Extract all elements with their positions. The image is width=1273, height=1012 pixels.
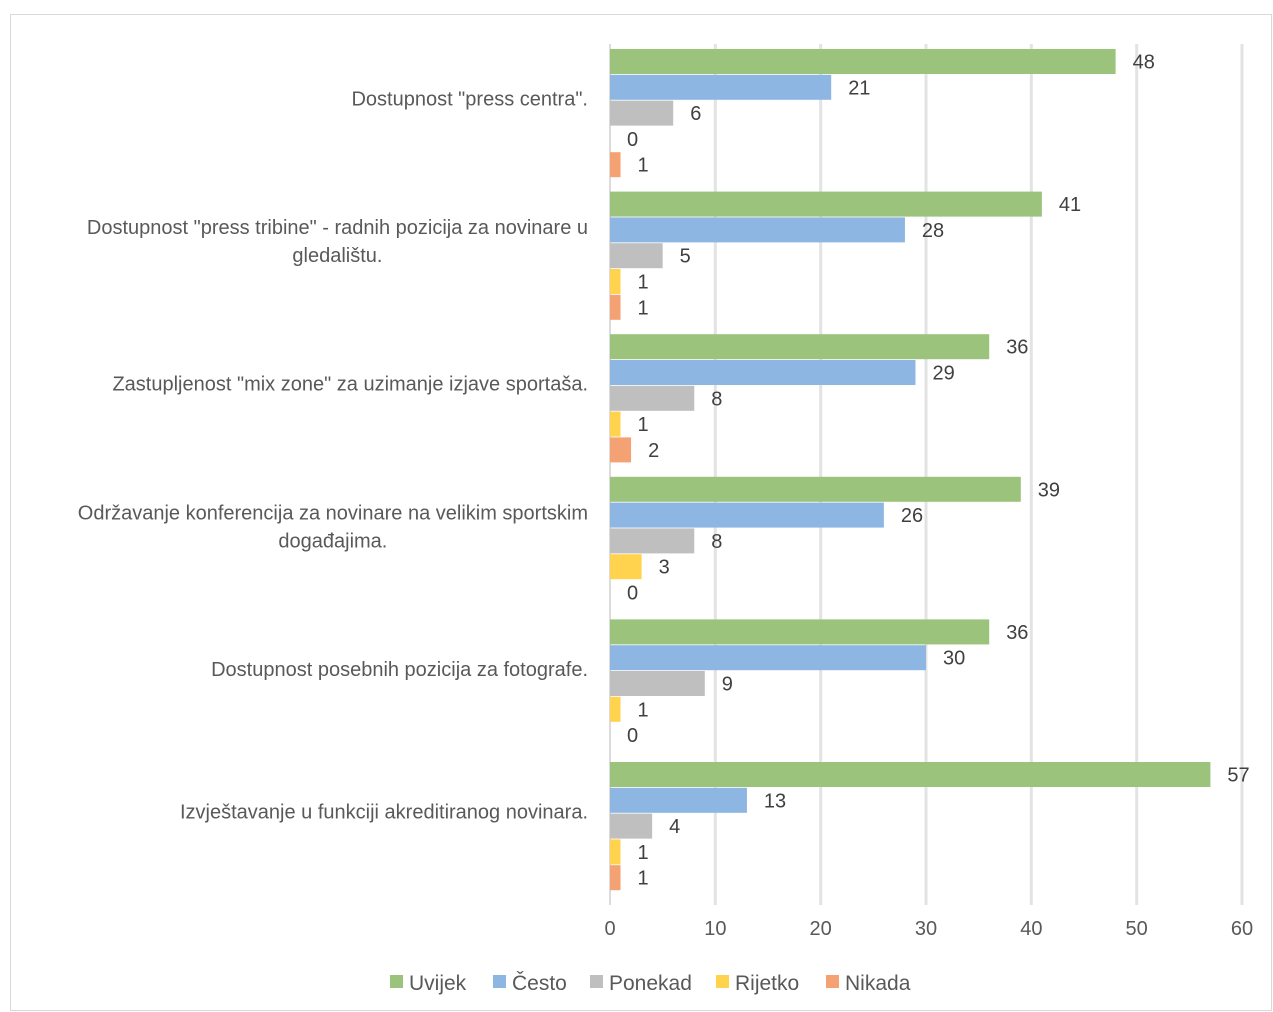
- data-label: 28: [922, 220, 944, 242]
- category-label: Izvještavanje u funkciji akreditiranog n…: [180, 802, 588, 824]
- x-tick-label: 40: [1020, 918, 1042, 940]
- data-label: 36: [1006, 622, 1028, 644]
- bar: [610, 787, 747, 813]
- data-label: 30: [943, 648, 965, 670]
- legend-swatch: [390, 975, 403, 988]
- data-label: 29: [932, 363, 954, 385]
- data-label: 0: [627, 725, 638, 747]
- bar: [610, 152, 621, 178]
- bar: [610, 334, 990, 360]
- bar: [610, 619, 990, 645]
- bar: [610, 74, 832, 100]
- x-tick-label: 20: [810, 918, 832, 940]
- data-label: 0: [627, 583, 638, 605]
- category-label: gledalištu.: [292, 245, 382, 267]
- data-label: 1: [638, 414, 649, 436]
- bar: [610, 762, 1211, 787]
- data-label: 9: [722, 674, 733, 696]
- bar: [610, 437, 632, 463]
- legend-swatch: [716, 975, 729, 988]
- data-label: 1: [638, 272, 649, 294]
- x-tick-label: 60: [1231, 918, 1253, 940]
- bar: [610, 49, 1116, 74]
- legend-label: Nikada: [845, 972, 911, 995]
- bar: [610, 360, 916, 385]
- data-label: 8: [711, 388, 722, 410]
- x-tick-label: 10: [704, 918, 726, 940]
- bar: [610, 865, 621, 891]
- legend-swatch: [826, 975, 839, 988]
- data-label: 0: [627, 129, 638, 151]
- data-label: 1: [638, 699, 649, 721]
- legend-label: Rijetko: [735, 972, 799, 995]
- bar: [610, 100, 674, 126]
- bar: [610, 269, 621, 294]
- data-label: 1: [638, 297, 649, 319]
- data-label: 8: [711, 531, 722, 553]
- data-label: 21: [848, 77, 870, 99]
- category-label: Dostupnost posebnih pozicija za fotograf…: [211, 659, 588, 681]
- bar: [610, 671, 705, 696]
- data-label: 1: [638, 868, 649, 890]
- legend-swatch: [493, 975, 506, 988]
- category-label: Dostupnost "press centra".: [351, 89, 588, 111]
- bar: [610, 243, 663, 269]
- bar: [610, 645, 926, 671]
- x-tick-label: 50: [1126, 918, 1148, 940]
- data-label: 48: [1133, 52, 1155, 74]
- bar: [610, 385, 695, 411]
- category-label: Zastupljenost "mix zone" za uzimanje izj…: [112, 374, 588, 396]
- bar: [610, 839, 621, 865]
- category-label: Dostupnost "press tribine" - radnih pozi…: [87, 217, 588, 239]
- bar: [610, 554, 642, 580]
- bar: [610, 502, 884, 528]
- bar: [610, 813, 653, 839]
- legend-swatch: [590, 975, 603, 988]
- x-tick-label: 30: [915, 918, 937, 940]
- legend-label: Ponekad: [609, 972, 692, 995]
- x-tick-label: 0: [604, 918, 615, 940]
- bar: [610, 528, 695, 554]
- data-label: 41: [1059, 194, 1081, 216]
- category-label: Održavanje konferencija za novinare na v…: [78, 502, 588, 524]
- legend-label: Uvijek: [409, 972, 467, 995]
- data-label: 1: [638, 842, 649, 864]
- bar: [610, 476, 1021, 502]
- legend-label: Često: [512, 972, 567, 995]
- data-label: 39: [1038, 479, 1060, 501]
- data-label: 2: [648, 440, 659, 462]
- category-label: događajima.: [278, 530, 387, 552]
- data-label: 6: [690, 103, 701, 125]
- data-label: 3: [659, 557, 670, 579]
- data-label: 36: [1006, 337, 1028, 359]
- bar: [610, 696, 621, 722]
- bar: [610, 294, 621, 320]
- data-label: 5: [680, 246, 691, 268]
- data-label: 26: [901, 505, 923, 527]
- bar: [610, 191, 1042, 217]
- data-label: 1: [638, 155, 649, 177]
- data-label: 4: [669, 816, 680, 838]
- bar: [610, 411, 621, 437]
- data-label: 57: [1227, 765, 1249, 787]
- data-label: 13: [764, 790, 786, 812]
- bar: [610, 217, 905, 243]
